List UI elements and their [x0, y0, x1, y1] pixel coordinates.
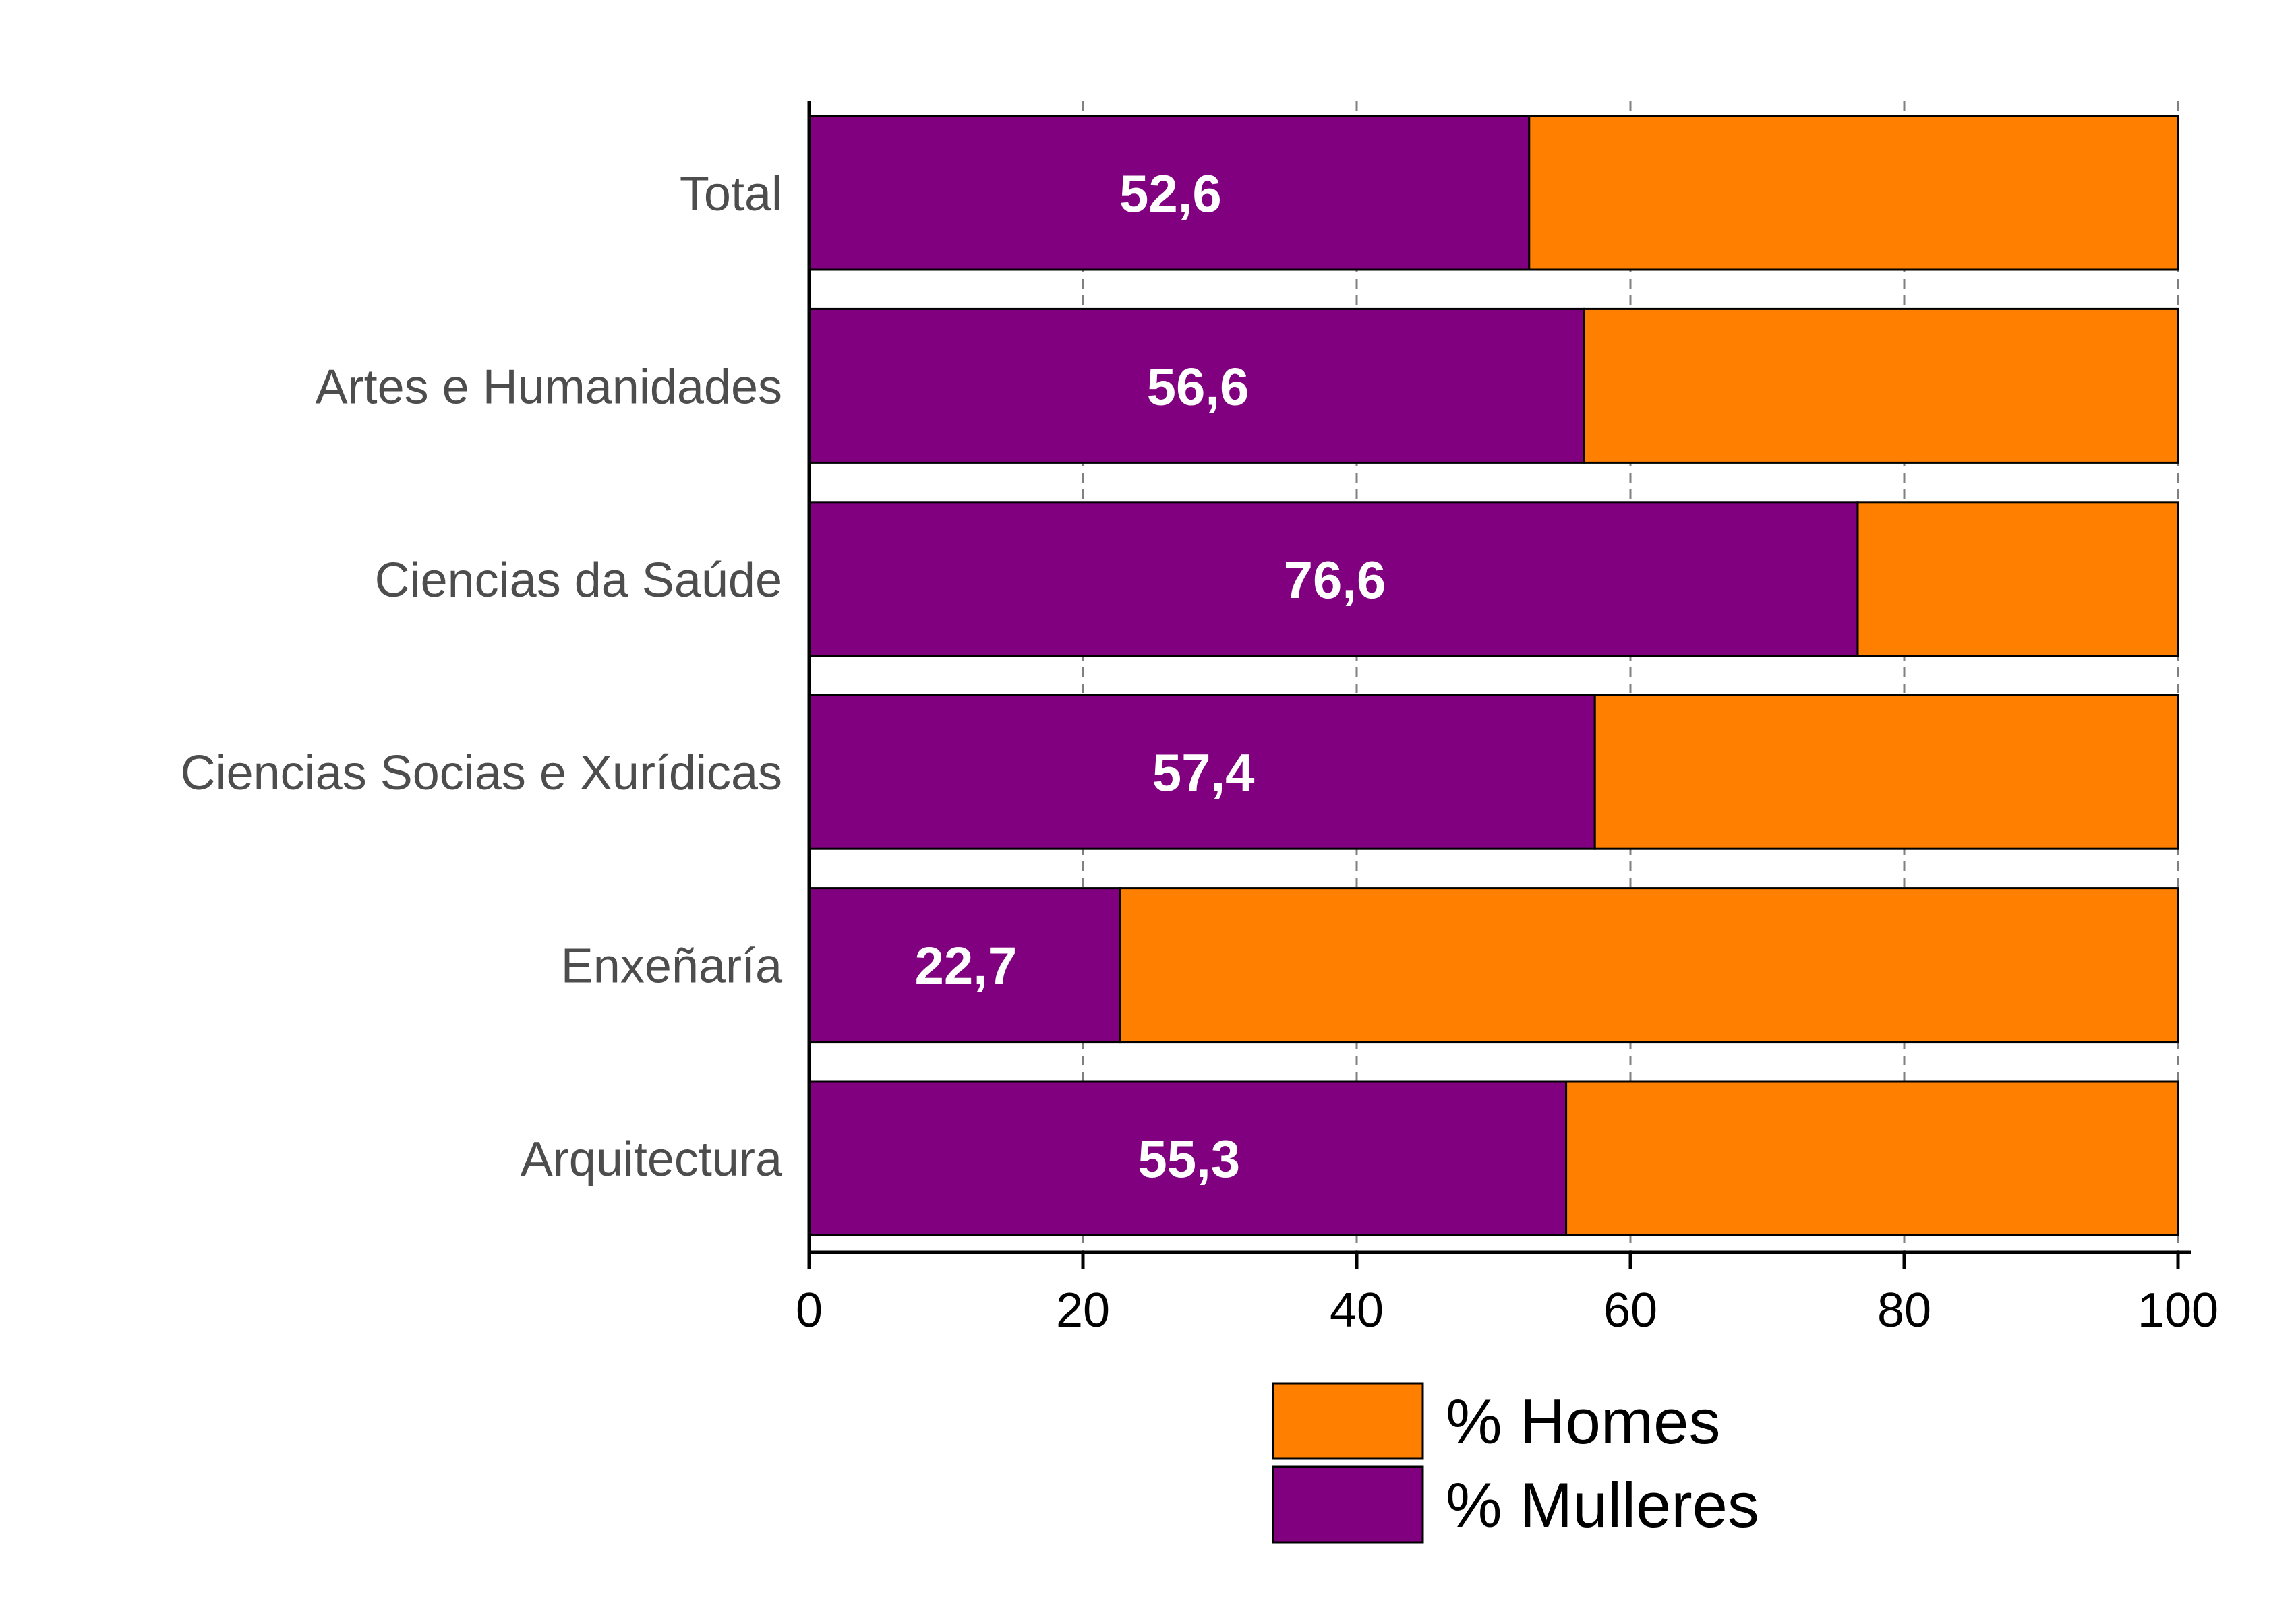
value-label-2: 76,6 [1284, 550, 1386, 609]
bar-mulleres-4 [808, 887, 1121, 1044]
value-label-3: 57,4 [1152, 743, 1255, 802]
x-tick-label-0: 0 [796, 1283, 823, 1337]
x-tick-label-100: 100 [2138, 1283, 2218, 1337]
legend-label-1: % Mulleres [1446, 1470, 1759, 1540]
category-label-4: Enxeñaría [561, 940, 783, 994]
legend-swatch-0 [1272, 1382, 1424, 1460]
value-label-0: 52,6 [1119, 164, 1222, 223]
bar-homes-0 [1528, 115, 2179, 271]
axes [807, 101, 2191, 1269]
grid-lines [1082, 101, 2179, 1252]
x-tick-label-60: 60 [1603, 1283, 1657, 1337]
x-tick-label-40: 40 [1330, 1283, 1384, 1337]
category-label-3: Ciencias Socias e Xurídicas [181, 746, 782, 800]
x-tick-label-20: 20 [1056, 1283, 1110, 1337]
legend-label-0: % Homes [1446, 1386, 1720, 1457]
bar-homes-2 [1856, 501, 2179, 657]
bar-mulleres-1 [808, 307, 1585, 464]
bar-homes-1 [1583, 307, 2179, 464]
value-label-4: 22,7 [914, 936, 1017, 996]
legend-swatch-1 [1272, 1465, 1424, 1544]
bar-homes-5 [1565, 1080, 2179, 1236]
value-label-5: 55,3 [1138, 1129, 1240, 1188]
x-tick-label-80: 80 [1877, 1283, 1931, 1337]
bar-homes-3 [1593, 694, 2179, 850]
category-label-2: Ciencias da Saúde [375, 553, 782, 607]
category-label-0: Total [680, 167, 782, 221]
value-label-1: 56,6 [1147, 357, 1249, 416]
legend: % Homes % Mulleres [1272, 1382, 1759, 1544]
category-label-1: Artes e Humanidades [316, 360, 782, 414]
bar-mulleres-3 [808, 694, 1596, 850]
category-label-5: Arquitectura [521, 1132, 783, 1186]
bars [808, 115, 2179, 1236]
bar-homes-4 [1119, 887, 2179, 1044]
labels: 52,6 Total 56,6 Artes e Humanidades 76,6 Cien… [181, 164, 2218, 1337]
bar-mulleres-5 [808, 1080, 1568, 1236]
